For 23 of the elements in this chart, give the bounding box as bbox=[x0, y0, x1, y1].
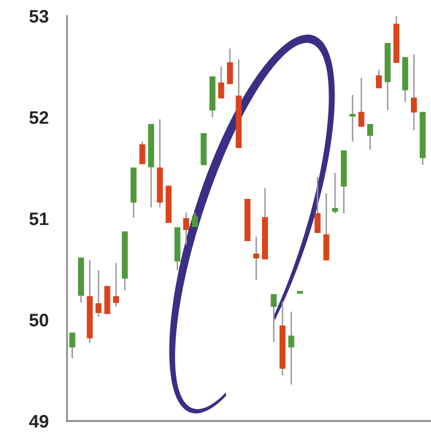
candlestick bbox=[350, 94, 356, 142]
candlestick bbox=[270, 294, 277, 343]
y-tick-label: 49 bbox=[29, 414, 48, 428]
candlestick bbox=[253, 236, 260, 281]
y-tick-label: 53 bbox=[29, 10, 48, 23]
candlestick bbox=[410, 54, 417, 132]
candlestick bbox=[139, 140, 146, 165]
y-tick-label: 52 bbox=[29, 111, 48, 124]
candlestick bbox=[69, 332, 76, 359]
candlestick bbox=[192, 212, 198, 228]
candlestick bbox=[314, 176, 321, 234]
candlestick bbox=[358, 77, 364, 128]
y-tick-label: 51 bbox=[29, 212, 48, 226]
y-tick-label: 50 bbox=[29, 314, 48, 326]
candlestick bbox=[376, 68, 382, 89]
candlestick bbox=[288, 310, 294, 386]
candlestick bbox=[226, 48, 233, 85]
candlestick bbox=[218, 66, 224, 99]
candlestick bbox=[367, 124, 374, 150]
candlestick bbox=[332, 172, 338, 214]
candlestick bbox=[183, 212, 190, 246]
candlestick bbox=[96, 269, 102, 318]
candlestick bbox=[113, 262, 120, 308]
